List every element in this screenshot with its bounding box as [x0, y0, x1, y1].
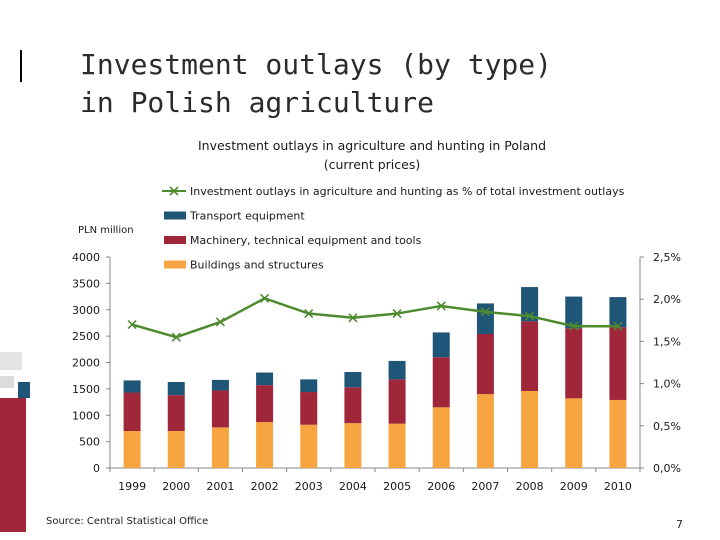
bar-buildings [344, 423, 362, 468]
decor-gray-block-2 [0, 376, 14, 388]
x-tick-label: 2005 [383, 480, 411, 493]
y-tick-label: 500 [79, 436, 100, 449]
bar-transport [609, 297, 627, 328]
bar-machinery [432, 357, 450, 408]
bar-buildings [432, 407, 450, 468]
bar-transport [167, 382, 185, 396]
line-marker [304, 308, 314, 319]
x-tick-label: 2008 [516, 480, 544, 493]
bar-buildings [476, 394, 494, 468]
line-marker [436, 301, 446, 311]
line-marker [171, 332, 181, 342]
slide-title: Investment outlays (by type) in Polish a… [80, 48, 553, 119]
bar-machinery [167, 395, 185, 432]
legend-label: Investment outlays in agriculture and hu… [190, 185, 625, 198]
bar-transport [256, 372, 274, 386]
y2-tick-label: 0,0% [653, 462, 681, 475]
line-marker [613, 321, 623, 331]
bar-buildings [565, 398, 583, 468]
y2-tick-label: 1,5% [653, 335, 681, 348]
bar-machinery [388, 379, 406, 424]
bar-buildings [521, 390, 539, 468]
line-marker [392, 308, 402, 319]
bar-buildings [300, 424, 318, 468]
bar-buildings [211, 427, 229, 468]
bar-transport [211, 379, 229, 391]
line-marker [348, 313, 358, 323]
legend-transport: Transport equipment [164, 210, 305, 223]
x-tick-label: 2003 [295, 480, 323, 493]
y2-tick-label: 2,0% [653, 293, 681, 306]
x-tick-label: 2010 [604, 480, 632, 493]
title-accent-bar [20, 50, 22, 82]
y2-tick-label: 0,5% [653, 420, 681, 433]
legend-line-percent: Investment outlays in agriculture and hu… [162, 185, 625, 198]
x-tick-label: 2004 [339, 480, 367, 493]
decor-gray-block-1 [0, 352, 22, 370]
y-axis-label: PLN million [78, 225, 134, 236]
y-tick-label: 0 [93, 462, 100, 475]
x-tick-label: 2002 [251, 480, 279, 493]
y-tick-label: 3000 [72, 304, 100, 317]
bar-buildings [123, 431, 141, 468]
bar-machinery [609, 327, 627, 400]
chart-legend: Investment outlays in agriculture and hu… [162, 185, 625, 272]
bar-transport [123, 380, 141, 393]
bar-machinery [211, 390, 229, 428]
x-tick-label: 2001 [206, 480, 234, 493]
line-marker [525, 311, 535, 321]
bar-machinery [565, 328, 583, 399]
bar-transport [432, 332, 450, 358]
y-tick-label: 3500 [72, 277, 100, 290]
line-marker [127, 319, 137, 330]
x-tick-label: 2006 [427, 480, 455, 493]
bar-transport [388, 360, 406, 380]
line-marker [569, 321, 579, 331]
x-tick-label: 1999 [118, 480, 146, 493]
bar-buildings [256, 422, 274, 468]
legend-machinery: Machinery, technical equipment and tools [164, 234, 422, 247]
bar-transport [476, 303, 494, 335]
chart-line-series [127, 293, 623, 342]
x-tick-label: 2009 [560, 480, 588, 493]
y-tick-label: 1500 [72, 383, 100, 396]
bar-machinery [344, 387, 362, 424]
decor-navy-block [18, 382, 30, 398]
bar-machinery [300, 392, 318, 425]
y-tick-label: 1000 [72, 409, 100, 422]
bar-transport [300, 379, 318, 393]
legend-label: Machinery, technical equipment and tools [190, 234, 422, 247]
bar-transport [565, 296, 583, 329]
y-tick-label: 4000 [72, 251, 100, 264]
bar-buildings [609, 399, 627, 468]
legend-label: Buildings and structures [190, 259, 324, 272]
bar-buildings [167, 431, 185, 468]
bar-machinery [521, 321, 539, 391]
bar-buildings [388, 423, 406, 468]
chart-axes: 0 500 1000 1500 2000 2500 3000 3500 4000 0,0% 0,5%… [72, 251, 681, 493]
line-marker [480, 307, 490, 317]
chart-title-line-1: Investment outlays in agriculture and hu… [198, 138, 546, 153]
page-number: 7 [676, 518, 683, 531]
y2-tick-label: 2,5% [653, 251, 681, 264]
chart-bars [123, 287, 627, 468]
y-tick-label: 2000 [72, 357, 100, 370]
decor-red-block [0, 398, 26, 532]
line-marker [215, 317, 225, 327]
bar-machinery [123, 392, 141, 432]
legend-label: Transport equipment [189, 210, 305, 223]
x-tick-label: 2007 [471, 480, 499, 493]
bar-transport [344, 371, 362, 388]
line-percent-series [131, 296, 618, 339]
bar-machinery [476, 334, 494, 395]
source-note: Source: Central Statistical Office [46, 516, 209, 527]
y-tick-label: 2500 [72, 330, 100, 343]
legend-buildings: Buildings and structures [164, 259, 324, 272]
x-tick-label: 2000 [162, 480, 190, 493]
bar-machinery [256, 385, 274, 423]
y2-tick-label: 1,0% [653, 378, 681, 391]
line-marker [260, 293, 270, 303]
chart-title-line-2: (current prices) [324, 157, 420, 172]
